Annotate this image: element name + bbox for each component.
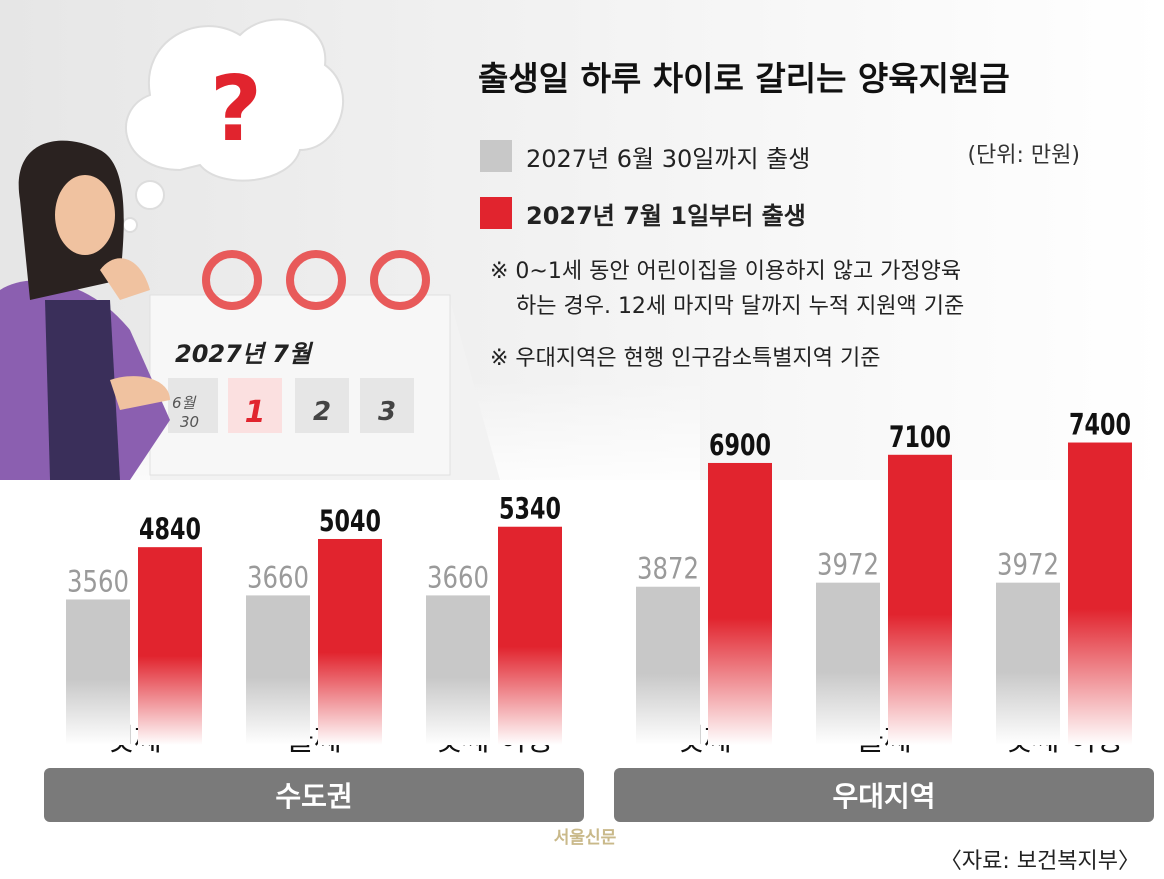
legend-label: 2027년 7월 1일부터 출생: [526, 202, 806, 230]
calendar-day: 30: [180, 413, 199, 431]
value-label: 3660: [247, 560, 309, 594]
group-label: 우대지역: [832, 780, 935, 813]
bar: [996, 582, 1060, 745]
calendar-day: 6월: [172, 394, 197, 412]
chart-title: 출생일 하루 차이로 갈리는 양육지원금: [478, 59, 1010, 98]
credit: 서울신문: [554, 828, 617, 848]
bar: [636, 586, 700, 745]
note: ※ 우대지역은 현행 인구감소특별지역 기준: [490, 346, 881, 371]
legend-label: 2027년 6월 30일까지 출생: [526, 145, 810, 173]
unit-label: (단위: 만원): [967, 143, 1080, 168]
legend-swatch: [480, 197, 512, 229]
value-label: 3560: [67, 564, 129, 598]
group-band: [44, 768, 584, 822]
calendar-title: 2027년 7월: [175, 340, 314, 368]
bar: [1068, 442, 1132, 745]
bar: [246, 595, 310, 745]
value-label: 3660: [427, 560, 489, 594]
source: 〈자료: 보건복지부〉: [940, 849, 1140, 874]
value-label: 7400: [1069, 408, 1131, 442]
bar: [498, 526, 562, 745]
value-label: 4840: [139, 512, 201, 546]
bar: [318, 538, 382, 745]
group-label: 수도권: [275, 780, 352, 813]
value-label: 5340: [499, 492, 561, 526]
bar: [708, 462, 772, 745]
bar: [426, 595, 490, 745]
calendar: 2027년 7월 9 6월 30 1 2 3: [140, 250, 500, 480]
bar: [138, 547, 202, 745]
bar: [888, 454, 952, 745]
value-label: 6900: [709, 428, 771, 462]
legend: 2027년 6월 30일까지 출생 2027년 7월 1일부터 출생: [480, 140, 810, 230]
person-illustration: [0, 140, 170, 480]
legend-swatch: [480, 140, 512, 172]
group-band: [614, 768, 1154, 822]
bar: [816, 582, 880, 745]
question-mark: ?: [210, 57, 262, 162]
value-label: 3972: [997, 548, 1059, 582]
note: ※ 0~1세 동안 어린이집을 이용하지 않고 가정양육: [490, 259, 961, 284]
thought-bubble: ?: [122, 18, 344, 233]
value-label: 3972: [817, 548, 879, 582]
value-label: 3872: [637, 552, 699, 586]
calendar-day: 2: [313, 397, 331, 427]
calendar-day: 3: [378, 397, 396, 427]
value-label: 7100: [889, 420, 951, 454]
value-label: 5040: [319, 504, 381, 538]
bar: [66, 599, 130, 745]
note: 하는 경우. 12세 마지막 달까지 누적 지원액 기준: [516, 294, 964, 319]
calendar-day: 1: [245, 395, 266, 430]
